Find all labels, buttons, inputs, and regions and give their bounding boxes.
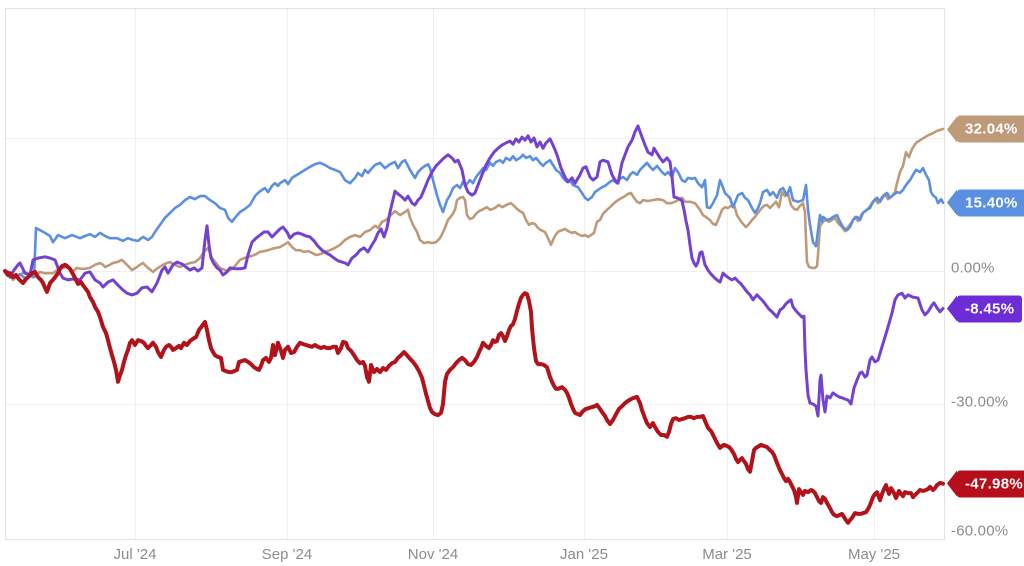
badge-value: 15.40%	[965, 194, 1018, 212]
value-badge-tan: 32.04%	[947, 115, 1024, 143]
y-axis-label-0: 0.00%	[951, 259, 995, 277]
x-axis-label-sep24: Sep '24	[261, 546, 313, 563]
x-axis-label-nov24: Nov '24	[407, 546, 459, 563]
badge-arrow-icon	[947, 189, 957, 216]
x-axis-label-jan25: Jan '25	[560, 546, 608, 563]
value-badge-blue: 15.40%	[947, 189, 1024, 217]
y-axis-label-60: -60.00%	[951, 522, 1009, 540]
x-axis-label-jul24: Jul '24	[113, 546, 157, 563]
series-line-blue-series[interactable]	[3, 153, 945, 280]
x-axis-label-mar25: Mar '25	[702, 546, 752, 563]
value-badge-red: -47.98%	[947, 470, 1024, 498]
plot-border	[5, 8, 945, 540]
badge-arrow-icon	[947, 295, 957, 322]
badge-arrow-icon	[947, 116, 957, 142]
series-line-purple-series[interactable]	[3, 124, 945, 418]
y-axis-label-30: -30.00%	[951, 393, 1009, 411]
series-line-red-series[interactable]	[3, 262, 945, 525]
series-line-tan-series[interactable]	[3, 127, 945, 282]
badge-value: -47.98%	[965, 475, 1023, 493]
value-badge-purple: -8.45%	[947, 295, 1023, 322]
badge-value: 32.04%	[965, 120, 1018, 138]
badge-value: -8.45%	[965, 300, 1015, 317]
x-axis-label-may25: May '25	[847, 546, 901, 563]
badge-arrow-icon	[947, 470, 957, 497]
